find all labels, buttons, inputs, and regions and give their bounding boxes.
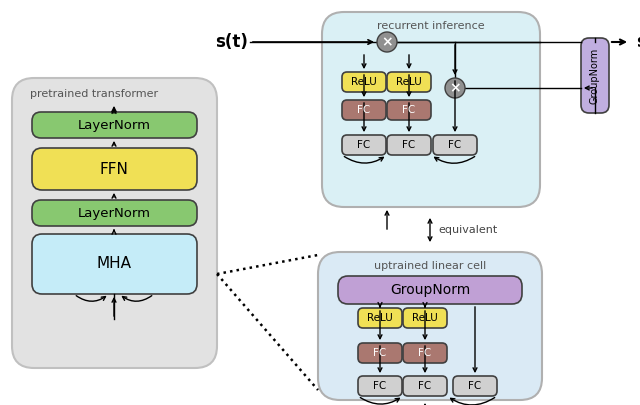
FancyArrowPatch shape (451, 398, 495, 405)
FancyBboxPatch shape (358, 308, 402, 328)
Text: FFN: FFN (100, 162, 129, 177)
Text: ReLU: ReLU (351, 77, 377, 87)
FancyBboxPatch shape (12, 78, 217, 368)
Text: MHA: MHA (97, 256, 131, 271)
FancyBboxPatch shape (403, 308, 447, 328)
FancyBboxPatch shape (32, 200, 197, 226)
Text: ReLU: ReLU (367, 313, 393, 323)
FancyBboxPatch shape (322, 12, 540, 207)
FancyBboxPatch shape (581, 38, 609, 113)
Text: LayerNorm: LayerNorm (77, 119, 150, 132)
FancyBboxPatch shape (358, 376, 402, 396)
Circle shape (445, 78, 465, 98)
Text: pretrained transformer: pretrained transformer (30, 89, 158, 99)
FancyBboxPatch shape (342, 135, 386, 155)
FancyBboxPatch shape (338, 276, 522, 304)
Circle shape (377, 32, 397, 52)
FancyBboxPatch shape (32, 234, 197, 294)
Text: FC: FC (449, 140, 461, 150)
Text: FC: FC (373, 381, 387, 391)
FancyBboxPatch shape (32, 112, 197, 138)
FancyBboxPatch shape (433, 135, 477, 155)
Text: GroupNorm: GroupNorm (590, 48, 600, 104)
Text: uptrained linear cell: uptrained linear cell (374, 261, 486, 271)
Text: FC: FC (403, 105, 415, 115)
FancyBboxPatch shape (453, 376, 497, 396)
FancyBboxPatch shape (358, 343, 402, 363)
FancyBboxPatch shape (403, 376, 447, 396)
FancyBboxPatch shape (342, 72, 386, 92)
FancyArrowPatch shape (344, 157, 383, 163)
FancyArrowPatch shape (435, 157, 475, 163)
FancyArrowPatch shape (76, 296, 106, 301)
Text: LayerNorm: LayerNorm (77, 207, 150, 220)
Text: FC: FC (357, 140, 371, 150)
Text: ×: × (449, 81, 461, 95)
Text: GroupNorm: GroupNorm (390, 283, 470, 297)
FancyBboxPatch shape (387, 100, 431, 120)
FancyBboxPatch shape (32, 148, 197, 190)
Text: ReLU: ReLU (396, 77, 422, 87)
Text: FC: FC (403, 140, 415, 150)
FancyBboxPatch shape (387, 72, 431, 92)
Text: FC: FC (468, 381, 482, 391)
Text: ReLU: ReLU (412, 313, 438, 323)
FancyBboxPatch shape (387, 135, 431, 155)
Text: equivalent: equivalent (438, 225, 497, 235)
Text: ×: × (381, 35, 393, 49)
Text: s(t+1): s(t+1) (636, 33, 640, 51)
Text: FC: FC (373, 348, 387, 358)
FancyArrowPatch shape (122, 296, 152, 301)
Text: recurrent inference: recurrent inference (377, 21, 485, 31)
FancyBboxPatch shape (318, 252, 542, 400)
FancyBboxPatch shape (403, 343, 447, 363)
Text: FC: FC (419, 381, 431, 391)
Text: s(t): s(t) (215, 33, 248, 51)
Text: FC: FC (357, 105, 371, 115)
FancyBboxPatch shape (342, 100, 386, 120)
Text: FC: FC (419, 348, 431, 358)
FancyArrowPatch shape (360, 398, 399, 404)
